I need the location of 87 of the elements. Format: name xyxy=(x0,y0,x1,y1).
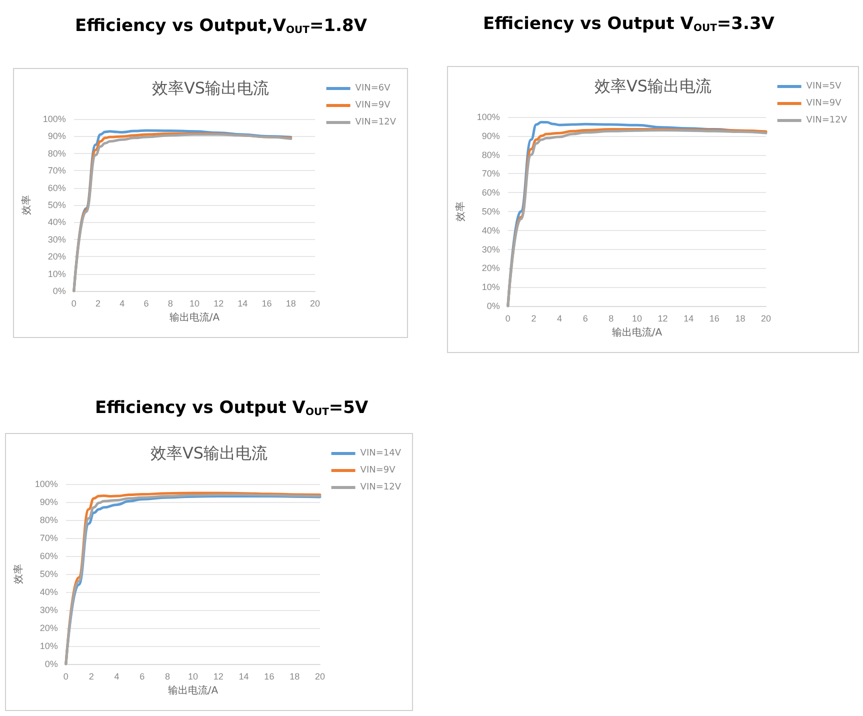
y-tick-label: 10% xyxy=(40,641,58,651)
chart-title: Efficiency vs Output V$_{OUT}$=5V xyxy=(95,398,368,418)
legend-label: VIN=9V xyxy=(806,98,842,108)
x-tick-label: 20 xyxy=(314,672,326,682)
y-tick-label: 40% xyxy=(48,217,66,228)
x-tick-label: 0 xyxy=(505,314,510,324)
y-tick-label: 50% xyxy=(482,206,500,216)
x-tick-label: 20 xyxy=(760,314,772,324)
y-tick-label: 40% xyxy=(40,587,58,597)
legend-label: VIN=6V xyxy=(355,84,392,94)
y-tick-label: 80% xyxy=(40,515,58,525)
x-tick-label: 12 xyxy=(214,298,224,308)
x-tick-label: 4 xyxy=(557,314,562,324)
x-tick-label: 10 xyxy=(189,298,200,308)
x-tick-label: 0 xyxy=(63,672,68,682)
chart-subtitle: 效率VS输出电流 xyxy=(594,76,712,96)
y-tick-label: 50% xyxy=(40,569,58,579)
legend-label: VIN=12V xyxy=(806,116,848,126)
x-axis-title: 输出电流/A xyxy=(168,684,218,696)
x-tick-label: 2 xyxy=(96,298,101,308)
x-tick-label: 16 xyxy=(264,672,274,682)
x-tick-label: 12 xyxy=(213,672,224,682)
x-tick-label: 10 xyxy=(632,314,642,324)
x-tick-label: 6 xyxy=(582,314,588,324)
x-tick-label: 14 xyxy=(238,672,249,682)
x-axis-title: 输出电流/A xyxy=(169,312,220,324)
x-tick-label: 18 xyxy=(286,298,296,308)
chart-title: Efficiency vs Output,V$_{OUT}$=1.8V xyxy=(75,16,367,36)
y-axis-title: 效率 xyxy=(12,564,24,584)
y-tick-label: 0% xyxy=(486,301,500,311)
x-tick-label: 14 xyxy=(684,314,694,324)
chart-title: Efficiency vs Output V$_{OUT}$=3.3V xyxy=(483,14,774,34)
chart-subtitle: 效率VS输出电流 xyxy=(152,78,270,98)
y-tick-label: 0% xyxy=(44,659,58,669)
y-tick-label: 40% xyxy=(482,225,500,236)
x-tick-label: 8 xyxy=(168,298,173,308)
y-tick-label: 20% xyxy=(482,263,500,274)
y-tick-label: 70% xyxy=(40,533,58,543)
y-tick-label: 60% xyxy=(40,551,58,561)
legend-label: VIN=9V xyxy=(360,466,396,476)
x-tick-label: 14 xyxy=(238,298,248,308)
x-tick-label: 4 xyxy=(120,298,125,308)
x-tick-label: 8 xyxy=(165,672,170,682)
y-tick-label: 80% xyxy=(48,148,66,158)
x-tick-label: 10 xyxy=(188,672,198,682)
x-tick-label: 18 xyxy=(290,672,300,682)
y-tick-label: 90% xyxy=(40,497,58,507)
legend-label: VIN=12V xyxy=(355,118,397,128)
legend-label: VIN=9V xyxy=(355,100,392,110)
y-tick-label: 0% xyxy=(52,286,66,296)
x-tick-label: 16 xyxy=(262,298,272,308)
x-tick-label: 18 xyxy=(735,314,746,324)
legend-label: VIN=12V xyxy=(360,482,402,492)
x-tick-label: 2 xyxy=(531,314,536,324)
x-tick-label: 0 xyxy=(71,298,76,308)
y-tick-label: 20% xyxy=(48,252,66,262)
y-tick-label: 70% xyxy=(48,166,66,176)
y-tick-label: 30% xyxy=(40,605,58,615)
y-axis-title: 效率 xyxy=(20,195,32,215)
y-tick-label: 100% xyxy=(42,114,66,124)
x-axis-title: 输出电流/A xyxy=(612,326,662,338)
x-tick-label: 2 xyxy=(88,672,94,682)
y-tick-label: 100% xyxy=(476,112,500,122)
y-tick-label: 30% xyxy=(482,244,500,254)
y-tick-label: 30% xyxy=(48,234,66,244)
x-tick-label: 16 xyxy=(709,314,720,324)
y-tick-label: 70% xyxy=(482,168,500,179)
y-tick-label: 10% xyxy=(482,282,500,292)
legend-label: VIN=5V xyxy=(806,82,842,92)
x-tick-label: 12 xyxy=(658,314,668,324)
x-tick-label: 20 xyxy=(310,298,320,308)
x-tick-label: 6 xyxy=(140,672,145,682)
y-tick-label: 60% xyxy=(48,182,66,193)
y-tick-label: 90% xyxy=(48,131,66,142)
y-tick-label: 100% xyxy=(34,479,58,489)
legend-label: VIN=14V xyxy=(360,448,402,458)
y-tick-label: 10% xyxy=(48,268,66,279)
y-axis-title: 效率 xyxy=(454,202,466,222)
y-tick-label: 50% xyxy=(48,200,66,210)
x-tick-label: 8 xyxy=(608,314,614,324)
chart-subtitle: 效率VS输出电流 xyxy=(150,444,268,462)
x-tick-label: 6 xyxy=(144,298,149,308)
y-tick-label: 90% xyxy=(482,130,500,141)
y-tick-label: 20% xyxy=(40,623,58,633)
x-tick-label: 4 xyxy=(114,672,120,682)
y-tick-label: 60% xyxy=(482,188,500,198)
y-tick-label: 80% xyxy=(482,150,500,160)
